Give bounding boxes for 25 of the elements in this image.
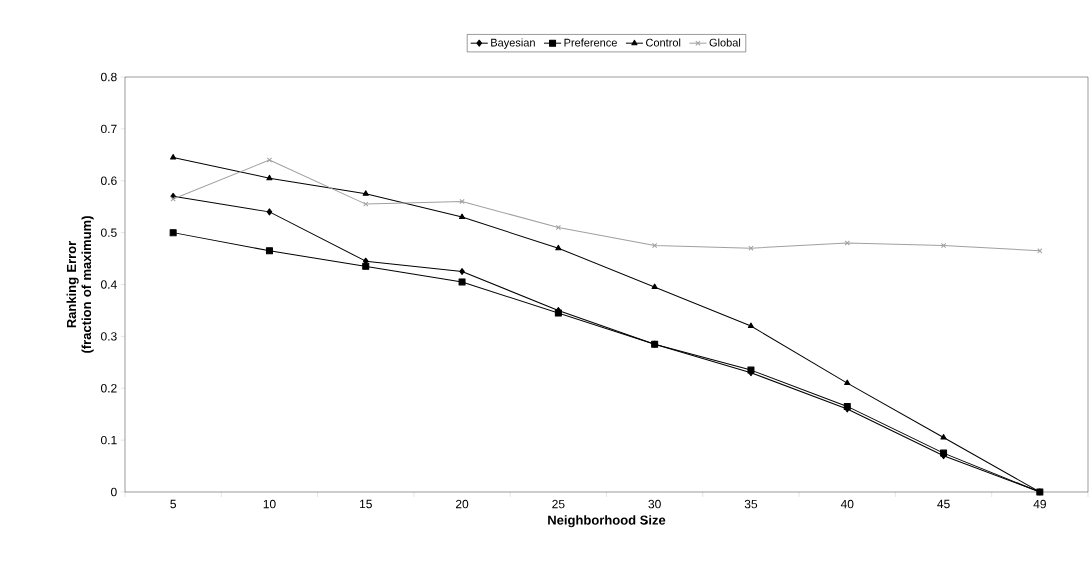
- x-tick-label: 20: [455, 499, 469, 509]
- x-tick-label: 35: [744, 499, 758, 509]
- y-axis-title: Ranking Error (fraction of maximum): [66, 216, 94, 353]
- x-tick-label: 49: [1033, 499, 1046, 509]
- y-tick-label: 0.1: [100, 435, 117, 445]
- x-tick-label: 5: [170, 499, 176, 509]
- y-tick-label: 0.5: [100, 228, 117, 237]
- y-tick-label: 0.4: [100, 280, 117, 289]
- y-tick-label: 0: [111, 487, 117, 497]
- y-tick-label: 0.7: [100, 124, 117, 134]
- y-tick-label: 0.8: [100, 72, 117, 82]
- x-tick-label: 25: [552, 499, 565, 509]
- x-tick-label: 45: [937, 499, 950, 509]
- legend-label: Control: [646, 38, 681, 47]
- x-tick-label: 40: [840, 499, 854, 509]
- x-tick-label: 10: [263, 499, 276, 509]
- legend-label: Bayesian: [491, 38, 535, 49]
- legend-label: Global: [709, 38, 741, 47]
- y-tick-label: 0.6: [100, 176, 117, 185]
- legend-label: Preference: [564, 38, 617, 47]
- y-tick-label: 0.3: [100, 332, 117, 341]
- x-axis-title: Neighborhood Size: [548, 515, 666, 528]
- x-tick-label: 30: [648, 499, 661, 509]
- x-tick-label: 15: [359, 499, 372, 509]
- y-tick-label: 0.2: [100, 384, 117, 393]
